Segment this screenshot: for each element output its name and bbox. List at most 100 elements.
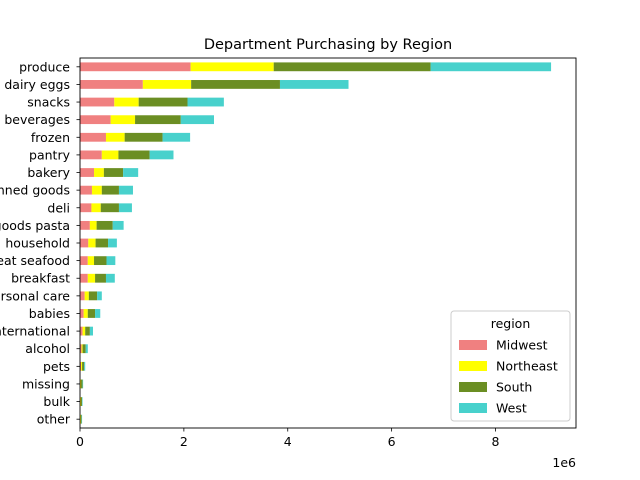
bar-dry-goods-pasta-south (96, 220, 113, 230)
y-tick-label: other (37, 412, 71, 427)
bar-deli-west (118, 203, 132, 213)
y-tick-label: breakfast (11, 271, 70, 286)
legend-swatch-south (459, 382, 487, 392)
bar-breakfast-northeast (87, 273, 96, 283)
legend-label-south: South (496, 380, 532, 395)
bar-personal-care-west (97, 291, 102, 301)
bar-breakfast-west (105, 273, 115, 283)
bar-pantry-west (149, 150, 174, 160)
bar-missing-northeast (80, 379, 82, 389)
bar-bulk-south (81, 397, 83, 406)
bar-international-northeast (82, 326, 86, 336)
bar-missing-west (82, 379, 84, 389)
y-tick-label: personal care (0, 288, 70, 303)
bar-pantry-south (118, 150, 150, 160)
bar-household-midwest (80, 238, 89, 248)
bar-missing-south (81, 379, 83, 389)
bar-babies-northeast (83, 309, 88, 318)
y-tick-label: deli (47, 200, 70, 215)
bar-household-west (108, 238, 117, 248)
x-tick-label: 6 (388, 434, 396, 449)
bar-deli-northeast (91, 203, 101, 213)
bar-canned-goods-midwest (80, 185, 92, 195)
y-tick-label: international (0, 324, 70, 339)
bar-personal-care-midwest (80, 291, 85, 301)
bar-meat-seafood-west (106, 256, 116, 266)
bar-snacks-midwest (80, 97, 115, 107)
y-tick-label: household (5, 236, 70, 251)
bar-alcohol-northeast (81, 344, 83, 354)
bar-personal-care-south (88, 291, 98, 301)
legend-label-northeast: Northeast (496, 359, 558, 374)
y-tick-label: alcohol (25, 341, 70, 356)
y-tick-label: bakery (27, 165, 70, 180)
x-tick-label: 4 (284, 434, 292, 449)
bar-pets-northeast (81, 361, 83, 371)
bar-meat-seafood-south (94, 256, 107, 266)
bars-group (80, 62, 552, 424)
bar-snacks-south (138, 97, 188, 107)
bar-other-northeast (80, 414, 82, 424)
bar-bakery-northeast (94, 168, 104, 177)
y-tick-label: frozen (31, 130, 70, 145)
chart-title: Department Purchasing by Region (204, 37, 452, 53)
y-tick-label: beverages (4, 112, 70, 127)
bar-dry-goods-pasta-northeast (89, 220, 97, 230)
bar-bulk-northeast (80, 397, 82, 406)
x-tick-label: 0 (76, 434, 84, 449)
legend-title: region (491, 316, 531, 331)
y-tick-label: meat seafood (0, 253, 70, 268)
bar-meat-seafood-midwest (80, 256, 88, 266)
bar-dairy-eggs-west (279, 80, 349, 89)
bar-babies-midwest (80, 309, 84, 318)
bar-international-west (89, 326, 93, 336)
bar-pets-west (84, 361, 86, 371)
bar-breakfast-south (95, 273, 106, 283)
y-tick-label: snacks (27, 95, 70, 110)
y-tick-label: canned goods (0, 183, 70, 198)
y-tick-label: dry goods pasta (0, 218, 70, 233)
legend-box (450, 310, 571, 422)
bar-pets-midwest (80, 361, 82, 371)
bar-dry-goods-pasta-west (112, 220, 124, 230)
bar-alcohol-midwest (80, 344, 82, 354)
y-tick-label: pantry (29, 147, 71, 162)
bar-dry-goods-pasta-midwest (80, 220, 90, 230)
bar-household-northeast (88, 238, 96, 248)
bar-beverages-northeast (110, 115, 136, 125)
plot-frame (79, 57, 577, 429)
x-axis-offset-label: 1e6 (552, 455, 576, 470)
bar-snacks-west (187, 97, 224, 107)
bar-breakfast-midwest (80, 273, 88, 283)
x-tick-label: 8 (492, 434, 500, 449)
x-axis: 0 2 4 6 8 (76, 428, 500, 449)
bar-frozen-west (162, 132, 191, 142)
bar-dairy-eggs-midwest (80, 80, 143, 89)
bar-canned-goods-south (101, 185, 119, 195)
legend-label-west: West (496, 401, 527, 416)
bar-frozen-south (124, 132, 163, 142)
legend-swatch-west (459, 403, 487, 413)
bar-produce-northeast (190, 62, 274, 72)
bar-produce-west (430, 62, 552, 72)
bar-bakery-west (123, 168, 139, 177)
bar-canned-goods-northeast (91, 185, 102, 195)
bar-babies-south (87, 309, 96, 318)
legend: region Midwest Northeast South West (450, 310, 571, 422)
bar-household-south (95, 238, 109, 248)
bar-bakery-midwest (80, 168, 95, 177)
y-tick-label: babies (29, 306, 70, 321)
bar-beverages-midwest (80, 115, 111, 125)
bar-frozen-midwest (80, 132, 106, 142)
bar-personal-care-northeast (84, 291, 89, 301)
y-tick-label: bulk (43, 394, 70, 409)
bar-deli-midwest (80, 203, 92, 213)
y-tick-label: missing (22, 376, 70, 391)
bar-alcohol-west (85, 344, 88, 354)
y-tick-label: produce (19, 59, 70, 74)
bar-snacks-northeast (114, 97, 139, 107)
bar-bakery-south (103, 168, 124, 177)
bar-international-midwest (80, 326, 83, 336)
bar-produce-midwest (80, 62, 191, 72)
